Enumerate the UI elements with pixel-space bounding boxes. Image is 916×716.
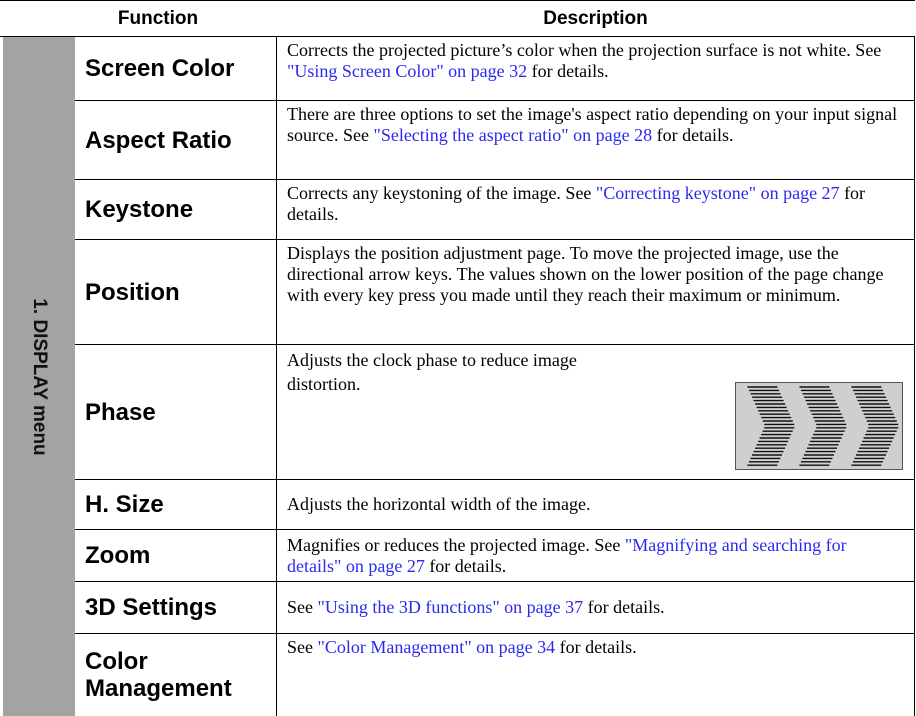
function-label: Aspect Ratio (85, 126, 232, 154)
link: "Magnifying and searching for details" o… (287, 534, 847, 576)
text: Corrects the projected picture’s color w… (287, 40, 882, 60)
function-name: Screen Color (75, 37, 276, 101)
text: for details. (287, 183, 866, 224)
description: See "Using the 3D functions" on page 37 … (276, 582, 915, 634)
function-label: Zoom (85, 542, 151, 569)
description-text: Displays the position adjustment page. T… (287, 243, 904, 306)
phase-illustration (735, 382, 903, 470)
description: There are three options to set the image… (276, 101, 915, 180)
description-text: See "Using the 3D functions" on page 37 … (287, 597, 665, 618)
description: Adjusts the clock phase to reduce image … (276, 345, 915, 480)
function-label: Keystone (85, 196, 194, 223)
description-text: There are three options to set the image… (287, 104, 904, 146)
function-name: 3D Settings (75, 582, 276, 634)
description-text: Adjusts the horizontal width of the imag… (287, 494, 590, 515)
function-label: 3D Settings (85, 594, 218, 621)
description-text: Corrects any keystoning of the image. Se… (287, 183, 904, 225)
text: Adjusts the horizontal width of the imag… (287, 494, 591, 514)
description: Magnifies or reduces the projected image… (276, 530, 915, 582)
text: for details. (583, 597, 665, 617)
function-name: Keystone (75, 180, 276, 240)
text: Corrects any keystoning of the image. Se… (287, 183, 596, 203)
text: See (287, 637, 318, 657)
text: Magnifies or reduces the projected image… (287, 534, 625, 555)
description: Adjusts the horizontal width of the imag… (276, 480, 915, 530)
description-text: Corrects the projected picture’s color w… (287, 40, 904, 82)
description-text: Adjusts the clock phase to reduce image … (287, 348, 577, 396)
description-text: Magnifies or reduces the projected image… (287, 535, 904, 577)
text: for details. (555, 637, 637, 657)
link: "Color Management" on page 34 (317, 637, 556, 657)
function-name: Aspect Ratio (75, 101, 276, 180)
header-function: Function (117, 8, 199, 29)
description: See "Color Management" on page 34 for de… (276, 634, 915, 716)
function-name: Phase (75, 345, 276, 480)
link: "Correcting keystone" on page 27 (595, 183, 840, 203)
link: "Using Screen Color" on page 32 (287, 61, 528, 81)
illustration-frame (735, 382, 903, 470)
table-top-border (0, 0, 915, 1)
description: Corrects the projected picture’s color w… (276, 37, 915, 101)
function-name: H. Size (75, 480, 276, 530)
function-label: Position (85, 278, 180, 306)
function-label: Color Management (85, 648, 232, 702)
section-sidebar: 1. DISPLAY menu (3, 37, 75, 716)
function-name: Position (75, 240, 276, 345)
section-label: 1. DISPLAY menu (29, 298, 50, 456)
text: There are three options to set the image… (287, 104, 898, 145)
link: "Selecting the aspect ratio" on page 28 (373, 125, 653, 145)
header-description: Description (543, 8, 648, 29)
text: Adjusts the clock phase to reduce image … (287, 350, 577, 394)
description: Corrects any keystoning of the image. Se… (276, 180, 915, 240)
function-label: H. Size (85, 491, 164, 518)
text: for details. (652, 125, 734, 145)
text: for details. (527, 61, 609, 81)
function-name: Color Management (75, 634, 276, 716)
link: "Using the 3D functions" on page 37 (317, 597, 584, 617)
text: Displays the position adjustment page. T… (287, 243, 884, 305)
function-label: Phase (85, 398, 156, 426)
header-bottom-border (0, 36, 915, 37)
description: Displays the position adjustment page. T… (276, 240, 915, 345)
function-name: Zoom (75, 530, 276, 582)
text: See (287, 597, 318, 617)
description-text: See "Color Management" on page 34 for de… (287, 637, 904, 658)
text: for details. (424, 555, 507, 576)
function-label: Screen Color (85, 55, 235, 82)
